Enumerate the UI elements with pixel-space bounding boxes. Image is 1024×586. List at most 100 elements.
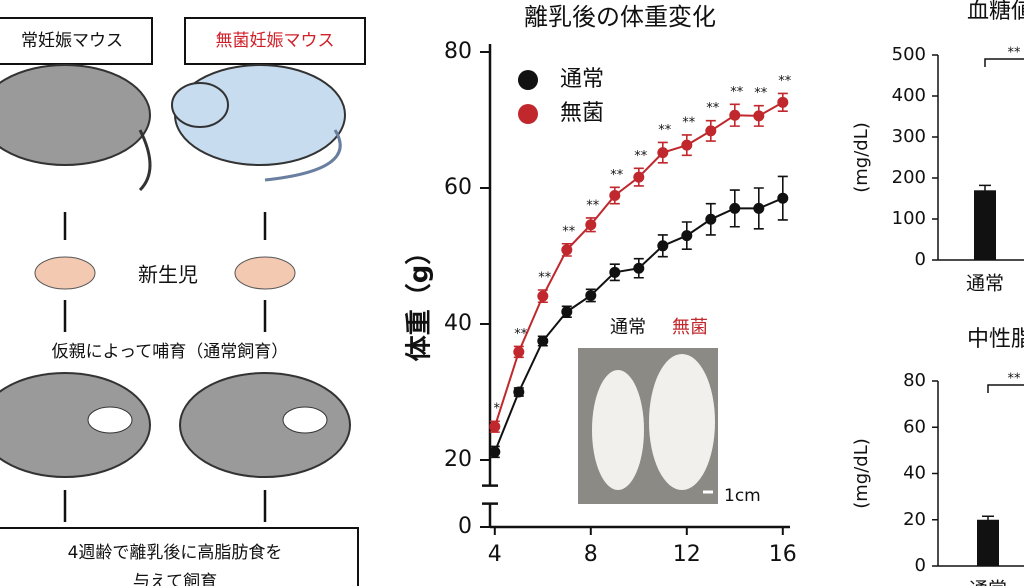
mouse-normal [0, 64, 152, 192]
data-point [633, 171, 645, 183]
mouse-foster [179, 372, 351, 478]
significance: ** [538, 271, 552, 286]
significance: * [494, 402, 501, 417]
data-point [609, 266, 621, 278]
inset-mouse [649, 354, 715, 490]
x-tick-label: 12 [673, 542, 701, 567]
y-tick-label: 100 [892, 208, 926, 229]
inset-label: 通常 [610, 317, 646, 338]
data-point [537, 290, 549, 302]
bar [977, 519, 999, 566]
mouse-germfree [171, 64, 346, 182]
data-point [513, 346, 525, 358]
arrows [63, 212, 267, 522]
significance: ** [1008, 372, 1022, 387]
significance: ** [682, 115, 696, 130]
significance: ** [586, 198, 600, 213]
data-point [753, 110, 765, 122]
y-tick-label: 20 [903, 509, 926, 530]
chart-title: 中性脂 [967, 327, 1024, 352]
box-label: 与えて飼育 [133, 572, 217, 586]
data-point [753, 202, 765, 214]
y-tick-label: 80 [903, 370, 926, 391]
x-tick-label: 4 [488, 542, 502, 567]
box-label: 常妊娠マウス [21, 31, 123, 51]
significance: ** [658, 123, 672, 138]
box-label: 無菌妊娠マウス [216, 31, 335, 51]
legend-marker [518, 104, 538, 124]
significance-bracket [987, 384, 1024, 393]
significance: ** [1008, 46, 1022, 61]
data-point [585, 219, 597, 231]
significance: ** [778, 74, 792, 89]
data-point [633, 262, 645, 274]
data-point [489, 421, 501, 433]
data-point [609, 189, 621, 201]
scale-label: 1cm [724, 486, 761, 506]
pups [234, 256, 296, 290]
y-axis-label: 体重（g） [405, 239, 435, 362]
inset-label: 無菌 [672, 317, 708, 338]
pups [34, 256, 96, 290]
chart-title: 血糖値 [967, 0, 1024, 24]
significance: ** [730, 85, 744, 100]
x-tick-label: 8 [584, 542, 598, 567]
foster-label: 仮親によって哺育（通常飼育） [52, 342, 289, 362]
data-point [657, 240, 669, 252]
legend-label: 通常 [560, 67, 604, 92]
data-point [729, 109, 741, 121]
data-point [777, 96, 789, 108]
y-tick-label: 40 [903, 463, 926, 484]
pup [87, 406, 133, 434]
significance: ** [706, 101, 720, 116]
y-tick-label: 60 [444, 175, 472, 200]
pup [282, 406, 328, 434]
y-axis-label: (mg/dL) [851, 438, 872, 509]
box-label: 4週齢で離乳後に高脂肪食を [68, 543, 283, 563]
mouse-foster [0, 372, 151, 478]
data-point [537, 335, 549, 347]
newborn-label: 新生児 [138, 263, 198, 287]
y-tick-label: 60 [903, 416, 926, 437]
data-point [561, 244, 573, 256]
significance: ** [634, 149, 648, 164]
y-tick-label: 20 [444, 447, 472, 472]
data-point [681, 230, 693, 242]
data-point [705, 213, 717, 225]
box [0, 527, 359, 586]
legend-label: 無菌 [560, 101, 604, 126]
x-tick-label: 16 [769, 542, 797, 567]
y-tick-label: 0 [915, 249, 926, 270]
data-point [777, 192, 789, 204]
axis-break [482, 484, 498, 505]
error-bar [979, 184, 991, 196]
error-bar [982, 515, 994, 524]
y-tick-label: 0 [458, 514, 472, 539]
data-point [705, 125, 717, 137]
x-tick-label: 通常 [969, 579, 1007, 586]
y-tick-label: 200 [892, 167, 926, 188]
significance-bracket [984, 58, 1024, 67]
significance: ** [610, 168, 624, 183]
box [184, 17, 366, 65]
chart-title: 離乳後の体重変化 [524, 3, 716, 31]
significance: ** [754, 86, 768, 101]
box [0, 17, 153, 65]
legend-marker [518, 70, 538, 90]
inset-mouse [592, 370, 644, 490]
data-point [585, 289, 597, 301]
y-tick-label: 500 [892, 44, 926, 65]
data-point [729, 202, 741, 214]
data-point [561, 306, 573, 318]
y-tick-label: 300 [892, 126, 926, 147]
data-point [489, 446, 501, 458]
data-point [681, 139, 693, 151]
y-axis-label: (mg/dL) [851, 122, 872, 193]
significance: ** [562, 224, 576, 239]
significance: ** [514, 327, 528, 342]
x-tick-label: 通常 [966, 273, 1004, 295]
y-tick-label: 40 [444, 311, 472, 336]
bar [974, 190, 996, 260]
y-tick-label: 400 [892, 85, 926, 106]
